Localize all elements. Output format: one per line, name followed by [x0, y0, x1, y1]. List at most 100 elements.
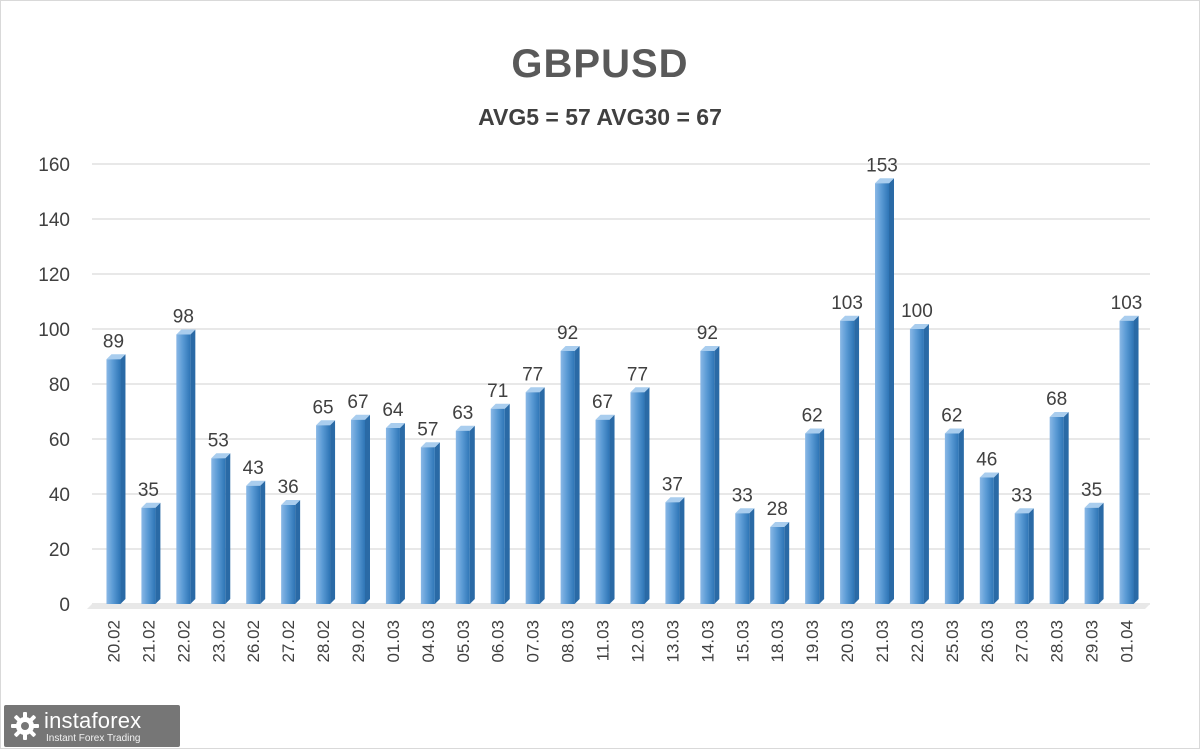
bar-front — [141, 507, 156, 604]
x-tick-label: 22.02 — [174, 620, 193, 663]
bar-side — [295, 500, 301, 604]
bar-side — [469, 425, 475, 604]
bar-top — [246, 480, 266, 486]
bar-front — [909, 329, 924, 604]
data-label: 68 — [1046, 389, 1067, 410]
data-label: 100 — [901, 301, 933, 322]
bar-front — [630, 392, 645, 604]
bar-front — [420, 447, 435, 604]
bar-top — [979, 472, 999, 478]
data-label: 62 — [802, 406, 823, 427]
bar — [700, 346, 720, 604]
bar-side — [330, 420, 336, 604]
bar-top — [700, 346, 720, 351]
data-label: 98 — [173, 307, 194, 328]
bar-top — [665, 497, 685, 503]
x-tick-label: 29.02 — [349, 620, 368, 663]
bar-top — [351, 414, 370, 420]
bar — [385, 423, 405, 604]
bar-side — [1133, 315, 1139, 604]
x-tick-label: 05.03 — [454, 620, 473, 663]
bar-front — [281, 505, 296, 604]
bar-side — [784, 522, 790, 604]
data-label: 67 — [347, 392, 368, 413]
watermark-brand-name: instaforex — [44, 708, 142, 733]
x-tick-label: 26.03 — [978, 620, 997, 663]
x-tick-label: 27.03 — [1013, 620, 1032, 663]
bar-front — [1119, 320, 1134, 604]
bar-side — [1063, 412, 1069, 604]
bar-front — [106, 359, 121, 604]
bar-top — [106, 354, 126, 360]
y-tick-label: 0 — [59, 595, 70, 616]
bar-side — [1028, 508, 1034, 604]
bar-front — [770, 527, 785, 604]
x-tick-label: 08.03 — [559, 620, 578, 663]
bar-top — [490, 403, 510, 409]
x-tick-label: 28.02 — [314, 620, 333, 663]
bar — [1049, 412, 1069, 604]
bar — [141, 502, 161, 604]
bar — [805, 428, 825, 604]
chart-subtitle: AVG5 = 57 AVG30 = 67 — [478, 104, 722, 130]
x-tick-label: 27.02 — [279, 620, 298, 663]
bar-top — [211, 453, 231, 459]
data-label: 57 — [417, 419, 438, 440]
bar-front — [805, 433, 820, 604]
bar-top — [909, 324, 929, 329]
bar-side — [504, 403, 510, 604]
bar-top — [560, 346, 580, 351]
y-tick-label: 20 — [49, 540, 70, 561]
x-tick-label: 12.03 — [628, 620, 647, 663]
x-tick-label: 21.02 — [139, 620, 158, 663]
data-label: 33 — [1011, 485, 1032, 506]
bar-top — [1119, 315, 1139, 321]
x-tick-label: 01.03 — [384, 620, 403, 663]
bar — [351, 414, 370, 604]
bar — [875, 178, 894, 604]
y-axis-tick-labels: 0 20 40 60 80 100 120 140 160 — [38, 155, 70, 616]
x-tick-label: 15.03 — [733, 620, 752, 663]
y-tick-label: 80 — [49, 375, 70, 396]
bar — [455, 425, 475, 604]
bar-side — [574, 346, 580, 604]
bar-top — [1084, 502, 1104, 508]
bar-top — [385, 423, 405, 428]
bar — [560, 346, 580, 604]
bar-top — [525, 387, 545, 393]
bar-top — [875, 178, 894, 184]
bar-front — [1049, 417, 1064, 604]
bar-front — [560, 351, 575, 604]
data-label: 65 — [312, 397, 333, 418]
bar — [106, 354, 126, 604]
x-tick-label: 14.03 — [698, 620, 717, 663]
x-tick-label: 26.02 — [244, 620, 263, 663]
x-tick-label: 11.03 — [594, 620, 613, 661]
y-tick-label: 160 — [38, 155, 70, 176]
x-tick-label: 01.04 — [1118, 620, 1137, 663]
bar — [281, 500, 301, 604]
data-label: 28 — [767, 499, 788, 520]
data-label: 63 — [452, 403, 473, 424]
x-tick-label: 23.02 — [209, 620, 228, 663]
data-label: 43 — [243, 458, 264, 479]
y-tick-label: 120 — [38, 265, 70, 286]
bar — [630, 387, 650, 604]
bar — [211, 453, 231, 604]
bar-side — [539, 387, 545, 604]
x-tick-label: 04.03 — [419, 620, 438, 663]
bar — [420, 442, 440, 604]
data-label: 46 — [976, 450, 997, 471]
data-label: 77 — [522, 364, 543, 385]
gridlines — [87, 163, 1150, 609]
bar — [595, 414, 615, 604]
bar — [490, 403, 510, 604]
bar-side — [644, 387, 650, 604]
chart-title: GBPUSD — [511, 42, 689, 86]
data-label: 92 — [557, 323, 578, 344]
bar — [1084, 502, 1104, 604]
x-tick-label: 20.03 — [838, 620, 857, 663]
data-label: 71 — [487, 381, 508, 402]
x-tick-label: 22.03 — [908, 620, 927, 663]
bar-top — [455, 425, 475, 431]
